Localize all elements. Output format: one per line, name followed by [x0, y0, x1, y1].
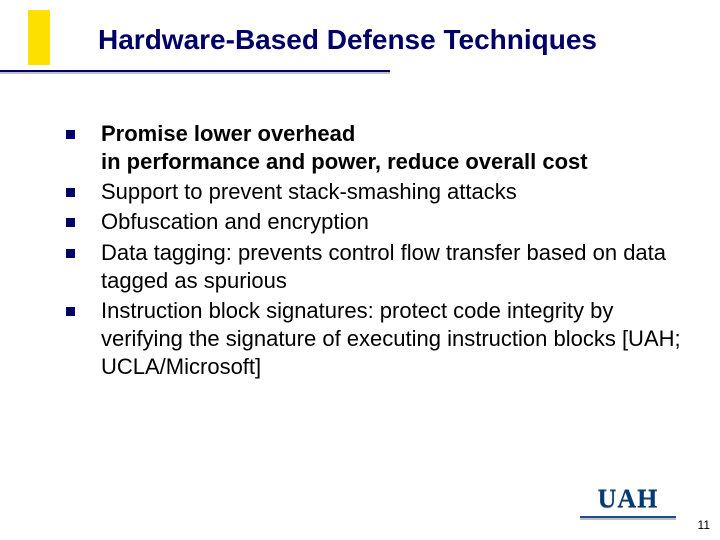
list-item: Support to prevent stack-smashing attack…: [66, 178, 686, 206]
uah-logo: UAH: [580, 484, 676, 520]
page-number: 11: [698, 518, 710, 532]
bullet-list: Promise lower overhead in performance an…: [66, 120, 686, 383]
logo-underline: [580, 516, 676, 520]
bullet-icon: [66, 307, 75, 316]
header: Hardware-Based Defense Techniques: [0, 0, 720, 85]
accent-block: [28, 10, 50, 65]
list-item: Data tagging: prevents control flow tran…: [66, 239, 686, 295]
bullet-text: Data tagging: prevents control flow tran…: [101, 239, 686, 295]
list-item: Obfuscation and encryption: [66, 208, 686, 236]
bullet-rest: in performance and power, reduce overall…: [101, 149, 588, 174]
list-item: Promise lower overhead in performance an…: [66, 120, 686, 176]
bullet-text: Promise lower overhead in performance an…: [101, 120, 588, 176]
bullet-icon: [66, 249, 75, 258]
bullet-icon: [66, 218, 75, 227]
logo-text: UAH: [598, 484, 659, 514]
bullet-icon: [66, 130, 75, 139]
bullet-text: Obfuscation and encryption: [101, 208, 369, 236]
list-item: Instruction block signatures: protect co…: [66, 297, 686, 381]
slide-title: Hardware-Based Defense Techniques: [98, 24, 597, 56]
bullet-text: Support to prevent stack-smashing attack…: [101, 178, 517, 206]
title-rule-shadow: [0, 72, 390, 74]
bullet-icon: [66, 188, 75, 197]
bullet-bold: Promise lower overhead: [101, 121, 355, 146]
bullet-text: Instruction block signatures: protect co…: [101, 297, 686, 381]
